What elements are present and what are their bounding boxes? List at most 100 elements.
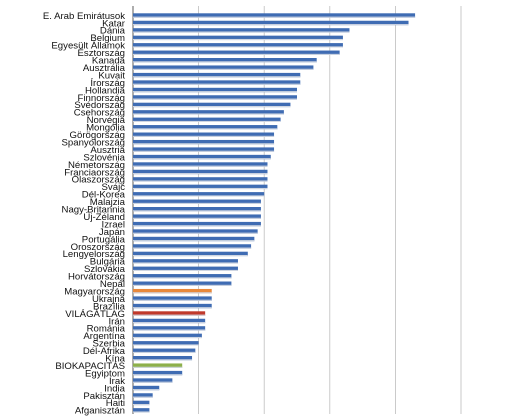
bar-51 bbox=[133, 393, 153, 398]
bar-3 bbox=[133, 35, 343, 41]
category-label-3: Belgium bbox=[90, 33, 125, 44]
bar-shadow-26 bbox=[133, 210, 261, 212]
bar-shadow-5 bbox=[133, 53, 340, 55]
category-label-47: BIOKAPACITÁS bbox=[55, 361, 125, 372]
category-label-17: Spanyolország bbox=[62, 137, 125, 148]
category-label-8: Kuvait bbox=[98, 70, 125, 81]
bar-41 bbox=[133, 318, 206, 324]
category-label-4: Egyesült Államok bbox=[51, 41, 125, 52]
bar-36 bbox=[133, 281, 232, 286]
category-label-16: Görögország bbox=[70, 130, 125, 141]
bar-42 bbox=[133, 326, 206, 331]
bar-shadow-41 bbox=[133, 322, 206, 324]
bar-shadow-2 bbox=[133, 31, 350, 33]
bar-22 bbox=[133, 177, 268, 182]
bar-shadow-24 bbox=[133, 195, 265, 197]
bar-shadow-43 bbox=[133, 336, 202, 339]
bar-30 bbox=[133, 236, 255, 242]
bar-47 bbox=[133, 363, 183, 368]
bar-24 bbox=[133, 192, 265, 197]
category-label-34: Szlovákia bbox=[84, 264, 126, 275]
category-label-26: Nagy-Britannia bbox=[62, 205, 126, 216]
bar-shadow-39 bbox=[133, 307, 212, 309]
bar-8 bbox=[133, 72, 301, 78]
bar-35 bbox=[133, 274, 232, 279]
bar-shadow-11 bbox=[133, 98, 297, 100]
bar-21 bbox=[133, 169, 268, 175]
bar-52 bbox=[133, 400, 150, 406]
category-label-40: VILÁGÁTLAG bbox=[65, 309, 125, 320]
category-label-22: Olaszország bbox=[72, 175, 125, 186]
category-label-20: Németország bbox=[68, 160, 125, 171]
bar-39 bbox=[133, 303, 212, 309]
category-label-21: Franciaország bbox=[64, 167, 125, 178]
bar-6 bbox=[133, 58, 317, 63]
bar-38 bbox=[133, 296, 212, 301]
category-label-43: Argentína bbox=[83, 331, 125, 342]
bar-44 bbox=[133, 341, 199, 346]
bar-shadow-48 bbox=[133, 374, 183, 376]
category-label-2: Dánia bbox=[100, 26, 126, 37]
bar-40 bbox=[133, 311, 206, 316]
category-label-38: Ukrajna bbox=[92, 294, 126, 305]
bar-4 bbox=[133, 43, 343, 48]
bar-14 bbox=[133, 117, 281, 122]
bar-2 bbox=[133, 28, 350, 33]
bar-shadow-30 bbox=[133, 240, 255, 242]
bar-7 bbox=[133, 65, 314, 70]
bar-11 bbox=[133, 95, 297, 100]
category-label-15: Mongólia bbox=[86, 123, 126, 134]
bar-43 bbox=[133, 333, 202, 339]
bar-53 bbox=[133, 408, 150, 413]
category-label-5: Észtország bbox=[78, 48, 125, 59]
bar-shadow-12 bbox=[133, 106, 291, 108]
bar-shadow-27 bbox=[133, 217, 261, 219]
category-label-44: Szerbia bbox=[92, 339, 125, 350]
bar-31 bbox=[133, 244, 252, 249]
bar-shadow-16 bbox=[133, 135, 275, 137]
category-label-39: Brazília bbox=[93, 301, 126, 312]
bar-shadow-47 bbox=[133, 366, 183, 368]
category-label-27: Új-Zéland bbox=[83, 212, 125, 223]
bar-0 bbox=[133, 13, 416, 18]
bar-shadow-51 bbox=[133, 396, 153, 398]
category-label-51: Pakisztán bbox=[83, 391, 125, 402]
category-label-0: E. Arab Emirátusok bbox=[43, 11, 125, 22]
bar-12 bbox=[133, 102, 291, 108]
category-label-11: Finnország bbox=[78, 93, 125, 104]
bar-16 bbox=[133, 132, 275, 137]
bar-shadow-18 bbox=[133, 150, 275, 152]
category-label-25: Malajzia bbox=[90, 197, 126, 208]
category-label-46: Kína bbox=[105, 354, 125, 365]
category-label-32: Lengyelország bbox=[63, 249, 125, 260]
bar-29 bbox=[133, 229, 258, 234]
bar-5 bbox=[133, 50, 340, 55]
bar-shadow-23 bbox=[133, 187, 268, 190]
bar-33 bbox=[133, 259, 238, 264]
bar-shadow-50 bbox=[133, 389, 160, 391]
bar-shadow-13 bbox=[133, 113, 284, 115]
category-label-1: Katar bbox=[102, 18, 126, 29]
category-label-42: Románia bbox=[87, 324, 126, 335]
bar-shadow-53 bbox=[133, 411, 150, 413]
category-label-31: Oroszország bbox=[71, 242, 125, 253]
bar-shadow-32 bbox=[133, 255, 248, 257]
bar-shadow-38 bbox=[133, 299, 212, 301]
bar-shadow-33 bbox=[133, 262, 238, 264]
bar-shadow-3 bbox=[133, 38, 343, 41]
category-label-19: Szlovénia bbox=[83, 152, 125, 163]
category-label-10: Hollandia bbox=[85, 85, 126, 96]
category-label-29: Japán bbox=[99, 227, 125, 238]
category-label-41: Irán bbox=[108, 316, 125, 327]
bar-shadow-20 bbox=[133, 165, 268, 167]
bar-shadow-22 bbox=[133, 180, 268, 182]
category-label-36: Nepál bbox=[100, 279, 125, 290]
category-label-23: Svájc bbox=[102, 182, 126, 193]
category-label-37: Magyarország bbox=[64, 286, 125, 297]
bar-48 bbox=[133, 370, 183, 376]
bar-1 bbox=[133, 20, 409, 26]
bar-9 bbox=[133, 80, 301, 85]
category-labels: E. Arab EmirátusokKatarDániaBelgiumEgyes… bbox=[43, 11, 126, 416]
bar-shadow-37 bbox=[133, 292, 212, 294]
